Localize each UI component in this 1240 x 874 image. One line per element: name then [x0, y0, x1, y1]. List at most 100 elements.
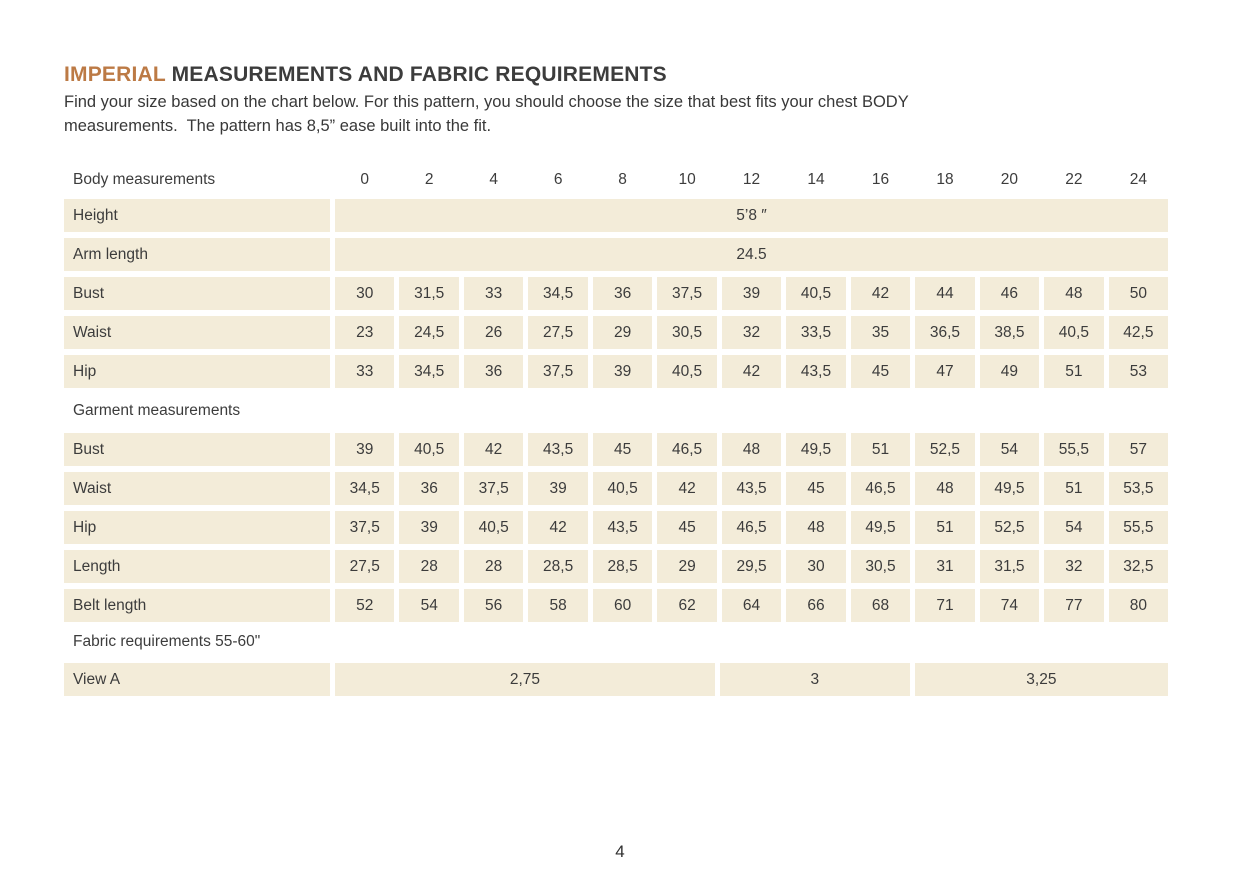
value-cell: 34,5	[528, 277, 588, 310]
value-cell: 51	[915, 511, 975, 544]
value-cell: 34,5	[399, 355, 459, 388]
size-column-header: 6	[553, 171, 563, 188]
value-cell: 39	[335, 433, 395, 466]
value-cell: 52	[335, 589, 395, 622]
table-header-row: Body measurements 0 2 4 6 8 10 12 14 16 18 20 22 24	[64, 170, 1168, 190]
value-cell: 62	[657, 589, 717, 622]
span-value-cell: 3,25	[914, 663, 1168, 696]
value-cell: 33,5	[786, 316, 846, 349]
row-label-cell: Hip	[64, 511, 330, 544]
value-cell: 66	[786, 589, 846, 622]
value-cell: 56	[463, 589, 524, 622]
row-label-cell: Waist	[64, 472, 330, 505]
row-label-cell: Arm length	[64, 238, 330, 271]
row-label-cell: Hip	[64, 355, 330, 388]
value-cell: 37,5	[463, 472, 524, 505]
value-cell: 48	[786, 511, 846, 544]
intro-text: Find your size based on the chart below.…	[64, 90, 1240, 138]
value-cell: 29,5	[721, 550, 782, 583]
size-column-header: 24	[1129, 171, 1147, 188]
value-cell: 45	[786, 472, 846, 505]
value-cell: 40,5	[592, 472, 653, 505]
value-cell: 45	[592, 433, 653, 466]
size-table: Body measurements 0 2 4 6 8 10 12 14 16 18 20 22 24 He…	[64, 170, 1169, 696]
value-cell: 35	[850, 316, 911, 349]
value-cell: 32,5	[1108, 550, 1169, 583]
value-cell: 55,5	[1108, 511, 1169, 544]
size-column-header: 0	[360, 171, 370, 188]
value-cell: 51	[850, 433, 911, 466]
value-cell: 40,5	[1044, 316, 1104, 349]
value-cell: 80	[1108, 589, 1169, 622]
value-cell: 39	[592, 355, 653, 388]
value-cell: 49,5	[979, 472, 1040, 505]
table-row: Arm length 24.5	[64, 238, 1168, 271]
value-cell: 53	[1108, 355, 1169, 388]
value-cell: 38,5	[979, 316, 1040, 349]
value-cell: 45	[657, 511, 717, 544]
table-row: Waist 34,5 36 37,5 39 40,5 42 43,5 45 46,5 48 49,5 5…	[64, 472, 1169, 505]
size-column-header: 4	[489, 171, 498, 188]
value-cell: 68	[850, 589, 911, 622]
table-row: Waist 23 24,5 26 27,5 29 30,5 32 33,5 35 36,5 38,5 4…	[64, 316, 1169, 349]
value-cell: 58	[528, 589, 588, 622]
value-cell: 30,5	[657, 316, 717, 349]
value-cell: 36	[592, 277, 653, 310]
value-cell: 48	[1044, 277, 1104, 310]
value-cell: 43,5	[528, 433, 588, 466]
value-cell: 33	[463, 277, 524, 310]
value-cell: 46	[979, 277, 1040, 310]
value-cell: 53,5	[1108, 472, 1169, 505]
table-row: View A 2,75 3 3,25	[64, 663, 1168, 696]
size-column-header: 10	[678, 171, 696, 188]
value-cell: 27,5	[335, 550, 395, 583]
value-cell: 39	[528, 472, 588, 505]
value-cell: 60	[592, 589, 653, 622]
value-cell: 30	[335, 277, 395, 310]
value-cell: 43,5	[721, 472, 782, 505]
row-label-cell: View A	[64, 663, 330, 696]
value-cell: 36	[463, 355, 524, 388]
value-cell: 28,5	[528, 550, 588, 583]
page-title: IMPERIAL MEASUREMENTS AND FABRIC REQUIRE…	[64, 62, 1240, 88]
value-cell: 47	[915, 355, 975, 388]
value-cell: 33	[335, 355, 395, 388]
value-cell: 32	[721, 316, 782, 349]
section-label: Fabric requirements 55-60"	[73, 633, 261, 650]
size-column-header: 16	[871, 171, 890, 188]
value-cell: 42	[528, 511, 588, 544]
value-cell: 31,5	[399, 277, 459, 310]
value-cell: 23	[335, 316, 395, 349]
value-cell: 46,5	[657, 433, 717, 466]
size-column-header: 20	[1000, 171, 1019, 188]
row-label-cell: Belt length	[64, 589, 330, 622]
value-cell: 74	[979, 589, 1040, 622]
table-row: Belt length 52 54 56 58 60 62 64 66 68 71 74 77 80	[64, 589, 1169, 622]
table-row: Hip 37,5 39 40,5 42 43,5 45 46,5 48 49,5 51 52,5 54 5…	[64, 511, 1169, 544]
row-label-cell: Waist	[64, 316, 330, 349]
value-cell: 42,5	[1108, 316, 1169, 349]
value-cell: 51	[1044, 472, 1104, 505]
value-cell: 39	[721, 277, 782, 310]
value-cell: 49	[979, 355, 1040, 388]
row-label-cell: Height	[64, 199, 330, 232]
page-title-rest: MEASUREMENTS AND FABRIC REQUIREMENTS	[165, 63, 667, 86]
value-cell: 71	[915, 589, 975, 622]
value-cell: 40,5	[657, 355, 717, 388]
page-title-accent: IMPERIAL	[64, 63, 166, 86]
value-cell: 48	[721, 433, 782, 466]
table-row: Bust 30 31,5 33 34,5 36 37,5 39 40,5 42 44 46 48 50	[64, 277, 1169, 310]
table-row: Hip 33 34,5 36 37,5 39 40,5 42 43,5 45 47 49 51 53	[64, 355, 1169, 388]
intro-line-2: measurements. The pattern has 8,5” ease …	[64, 117, 492, 135]
value-cell: 36	[399, 472, 459, 505]
value-cell: 28	[463, 550, 524, 583]
value-cell: 43,5	[786, 355, 846, 388]
value-cell: 39	[399, 511, 459, 544]
value-cell: 54	[1044, 511, 1104, 544]
value-cell: 49,5	[850, 511, 911, 544]
size-column-header: 8	[618, 171, 627, 188]
value-cell: 24,5	[399, 316, 459, 349]
value-cell: 37,5	[528, 355, 588, 388]
value-cell: 26	[463, 316, 524, 349]
